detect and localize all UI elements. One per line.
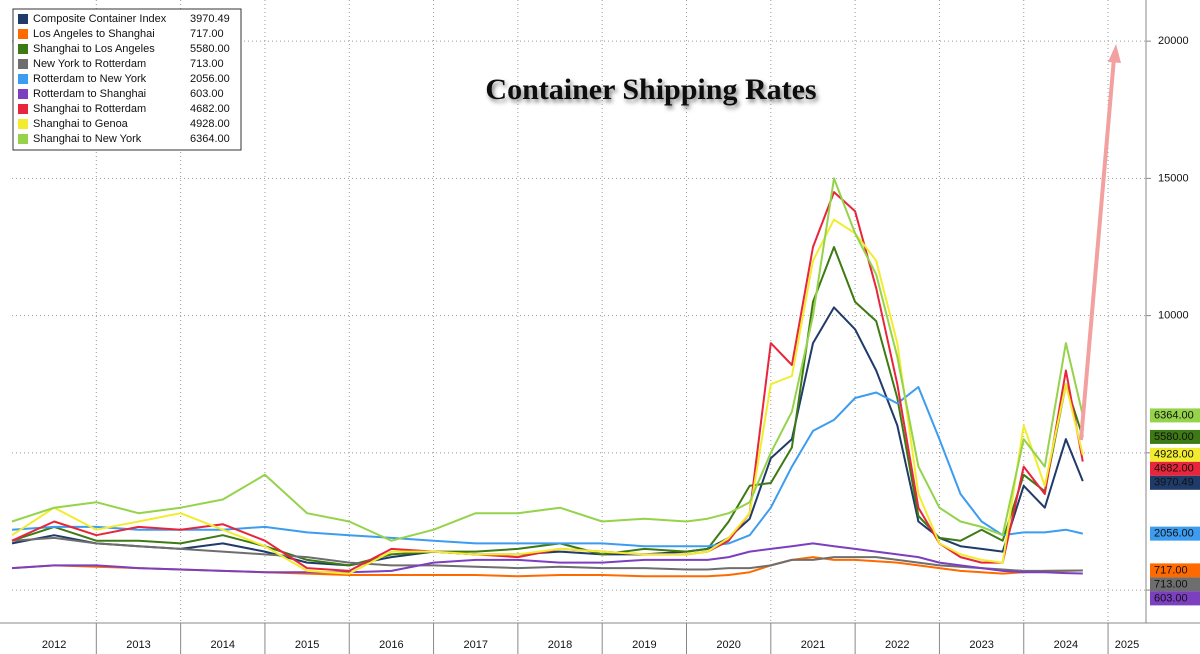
y-tick-label: 15000 (1158, 172, 1189, 184)
chart-title: Container Shipping Rates (485, 73, 816, 106)
series-line (11, 191, 1084, 572)
legend-label: Rotterdam to New York (33, 73, 147, 85)
legend-swatch (18, 29, 28, 39)
value-tag (1150, 447, 1200, 462)
legend-value: 2056.00 (190, 73, 230, 85)
legend-label: Shanghai to Los Angeles (33, 43, 155, 55)
legend-swatch (18, 44, 28, 54)
x-tick-label: 2025 (1115, 639, 1139, 651)
legend-value: 3970.49 (190, 13, 230, 25)
value-tag-label: 2056.00 (1154, 528, 1194, 540)
series-line (11, 542, 1083, 575)
value-tag (1150, 429, 1200, 444)
legend-label: Shanghai to Rotterdam (33, 103, 146, 115)
y-tick-label: 20000 (1158, 35, 1189, 47)
x-tick-label: 2021 (801, 639, 825, 651)
legend-value: 4928.00 (190, 118, 230, 130)
value-tag (1150, 475, 1200, 490)
legend-label: Shanghai to New York (33, 133, 142, 145)
value-tag (1150, 461, 1200, 476)
series-line (11, 536, 1083, 572)
x-tick-label: 2016 (379, 639, 403, 651)
x-tick-label: 2013 (126, 639, 150, 651)
x-tick-label: 2023 (969, 639, 993, 651)
annotation-arrowhead (1108, 44, 1121, 63)
legend-swatch (18, 59, 28, 69)
legend-value: 4682.00 (190, 103, 230, 115)
x-tick-label: 2018 (548, 639, 572, 651)
legend-value: 5580.00 (190, 43, 230, 55)
legend-label: New York to Rotterdam (33, 58, 146, 70)
x-tick-label: 2015 (295, 639, 319, 651)
x-tick-label: 2014 (211, 639, 235, 651)
legend-label: Shanghai to Genoa (33, 118, 129, 130)
legend-box (12, 8, 242, 151)
annotation-arrow (1079, 57, 1116, 441)
legend-swatch (18, 104, 28, 114)
legend-swatch (18, 74, 28, 84)
series-line (11, 306, 1084, 567)
legend-label: Composite Container Index (33, 13, 167, 25)
legend-label: Los Angeles to Shanghai (33, 28, 155, 40)
legend-swatch (18, 134, 28, 144)
value-tag-label: 603.00 (1154, 592, 1188, 604)
legend-value: 6364.00 (190, 133, 230, 145)
legend-swatch (18, 89, 28, 99)
x-tick-label: 2020 (716, 639, 740, 651)
series-line (11, 218, 1084, 575)
y-tick-label: 10000 (1158, 310, 1189, 322)
legend-swatch (18, 14, 28, 24)
legend-value: 717.00 (190, 28, 224, 40)
x-tick-label: 2024 (1054, 639, 1078, 651)
value-tag-label: 3970.49 (1154, 477, 1194, 489)
legend-label: Rotterdam to Shanghai (33, 88, 146, 100)
x-tick-label: 2022 (885, 639, 909, 651)
value-tag (1150, 526, 1200, 541)
value-tag (1150, 577, 1200, 592)
value-tag (1150, 591, 1200, 606)
legend-value: 603.00 (190, 88, 224, 100)
value-tag-label: 713.00 (1154, 578, 1188, 590)
legend-swatch (18, 119, 28, 129)
series-line (11, 177, 1084, 542)
x-tick-label: 2019 (632, 639, 656, 651)
legend-value: 713.00 (190, 58, 224, 70)
value-tag-label: 5580.00 (1154, 431, 1194, 443)
value-tag (1150, 408, 1200, 423)
value-tag-label: 4928.00 (1154, 449, 1194, 461)
value-tag-label: 6364.00 (1154, 409, 1194, 421)
x-tick-label: 2012 (42, 639, 66, 651)
value-tag-label: 717.00 (1154, 564, 1188, 576)
value-tag-label: 4682.00 (1154, 463, 1194, 475)
value-tag (1150, 563, 1200, 578)
x-tick-label: 2017 (463, 639, 487, 651)
